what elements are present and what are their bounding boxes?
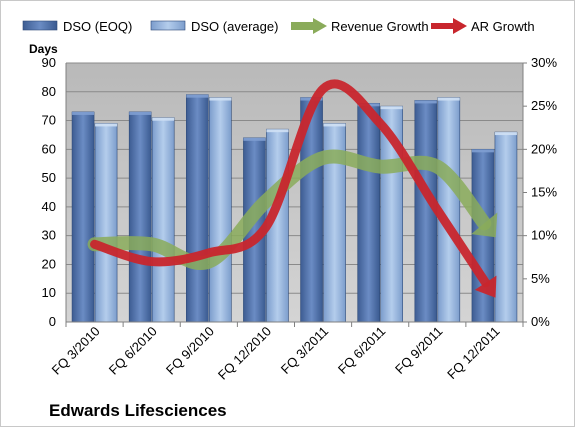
- chart-title: Edwards Lifesciences: [49, 401, 227, 420]
- bar-dso-average: [94, 123, 118, 323]
- bar-dso-average: [151, 117, 175, 323]
- x-tick-label: FQ 9/2011: [392, 324, 445, 377]
- bar-dso-eoq: [128, 111, 152, 323]
- growth-lines: [87, 79, 498, 298]
- bar-top-dso-average: [152, 117, 175, 121]
- bar-top-dso-eoq: [243, 137, 266, 141]
- y-tick-label: 50: [42, 170, 56, 185]
- bar-dso-average: [494, 131, 518, 323]
- y-tick-label: 60: [42, 141, 56, 156]
- y2-tick-label: 30%: [531, 55, 557, 70]
- legend-arrowhead-revenue-growth: [313, 18, 327, 34]
- x-tick-label: FQ 12/2011: [444, 324, 502, 382]
- arrowhead-revenue-growth: [471, 212, 498, 238]
- bar-dso-eoq: [357, 102, 380, 323]
- legend-label: Revenue Growth: [331, 19, 429, 34]
- legend-swatch-dso-average: [150, 20, 186, 31]
- bar-top-dso-average: [494, 132, 517, 136]
- bar-top-dso-eoq: [471, 149, 494, 153]
- bar-top-dso-average: [209, 97, 232, 101]
- x-tick-label: FQ 6/2011: [335, 324, 388, 377]
- legend-item-revenue-growth: Revenue Growth: [291, 18, 429, 34]
- bar-top-dso-average: [380, 106, 403, 110]
- y2-axis-ticks: 0% 5% 10% 15% 20% 25% 30%: [523, 55, 557, 329]
- bar-top-dso-average: [323, 123, 346, 127]
- legend-item-ar-growth: AR Growth: [431, 18, 535, 34]
- y-tick-label: 30: [42, 228, 56, 243]
- y-tick-label: 80: [42, 84, 56, 99]
- y-axis-ticks: 0 10 20 30 40 50 60 70 80 90: [42, 55, 56, 329]
- y-tick-label: 40: [42, 199, 56, 214]
- legend-swatch-dso-eoq: [22, 20, 58, 31]
- bar-top-dso-eoq: [414, 100, 437, 104]
- y-tick-label: 90: [42, 55, 56, 70]
- legend-item-dso-average: DSO (average): [150, 19, 278, 34]
- legend-label: DSO (EOQ): [63, 19, 132, 34]
- bar-top-dso-average: [437, 97, 460, 101]
- bar-top-dso-eoq: [186, 94, 209, 98]
- legend-item-dso-eoq: DSO (EOQ): [22, 19, 132, 34]
- y2-tick-label: 15%: [531, 185, 557, 200]
- x-tick-label: FQ 3/2011: [278, 324, 331, 377]
- bar-top-dso-eoq: [72, 111, 95, 115]
- x-tick-label: FQ 9/2010: [163, 324, 217, 378]
- y-tick-label: 20: [42, 256, 56, 271]
- bars: [71, 94, 518, 323]
- bar-dso-average: [209, 97, 232, 323]
- y-axis-title: Days: [29, 42, 58, 56]
- bar-top-dso-eoq: [129, 111, 152, 115]
- x-tick-label: FQ 12/2010: [215, 324, 274, 383]
- bar-top-dso-average: [95, 123, 118, 127]
- series-line-ar-growth: [90, 79, 491, 288]
- legend-label: AR Growth: [471, 19, 535, 34]
- y2-tick-label: 25%: [531, 98, 557, 113]
- y-tick-label: 10: [42, 285, 56, 300]
- y2-tick-label: 10%: [531, 228, 557, 243]
- bar-top-dso-average: [266, 129, 289, 133]
- x-tick-label: FQ 6/2010: [106, 324, 160, 378]
- arrowhead-ar-growth: [474, 275, 497, 298]
- legend-label: DSO (average): [191, 19, 278, 34]
- bar-dso-eoq: [186, 94, 209, 323]
- y-tick-label: 70: [42, 113, 56, 128]
- bar-dso-eoq: [71, 111, 95, 323]
- legend: DSO (EOQ) DSO (average) Revenue Growth AR G…: [22, 18, 535, 34]
- y2-tick-label: 0%: [531, 314, 550, 329]
- x-tick-label: FQ 3/2010: [49, 324, 103, 378]
- y2-tick-label: 5%: [531, 271, 550, 286]
- y2-tick-label: 20%: [531, 141, 557, 156]
- legend-arrowhead-ar-growth: [453, 18, 467, 34]
- y-tick-label: 0: [49, 314, 56, 329]
